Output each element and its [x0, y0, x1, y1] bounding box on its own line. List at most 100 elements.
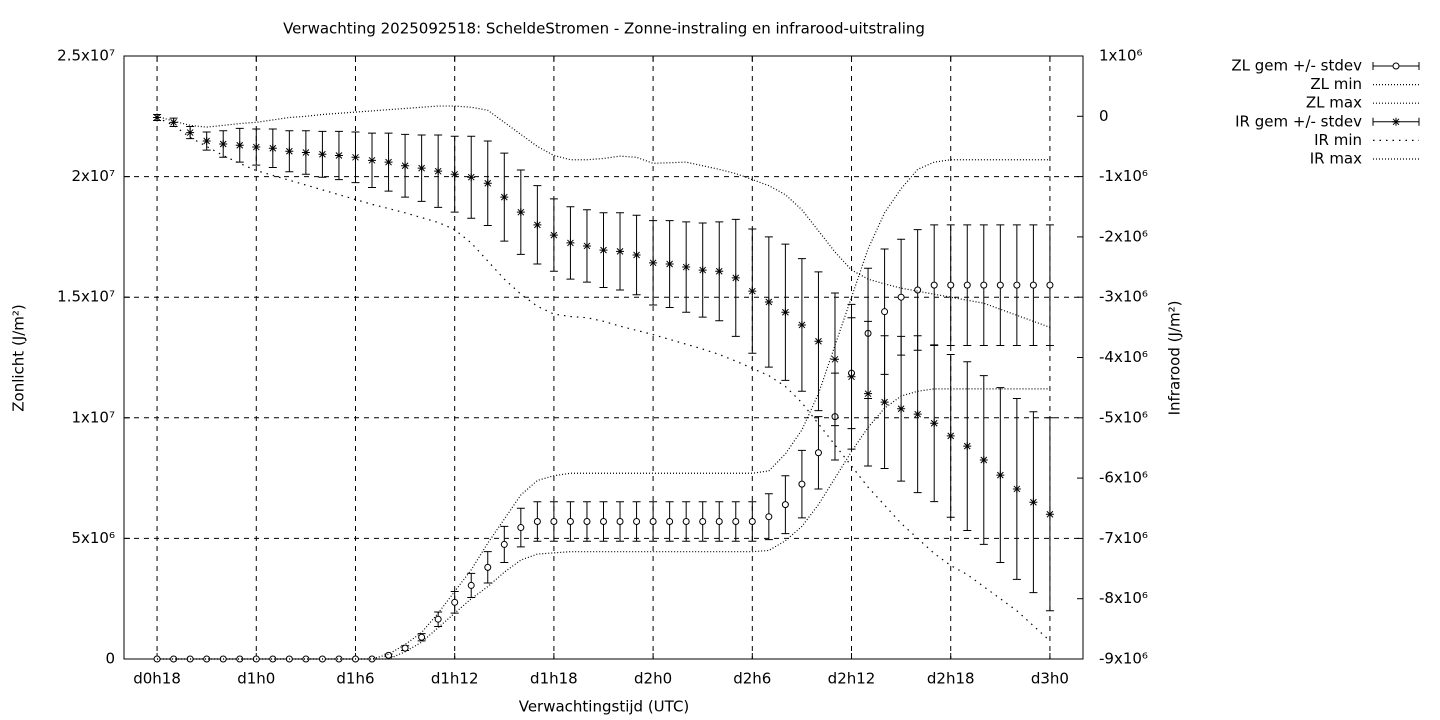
point: [732, 518, 740, 526]
point: [897, 293, 905, 301]
point: [483, 179, 492, 188]
legend-label: ZL max: [1306, 94, 1362, 112]
point: [649, 518, 657, 526]
x-tick-label: d1h6: [336, 670, 374, 688]
y2-tick-label: -5x10⁶: [1099, 408, 1148, 426]
point: [914, 286, 922, 294]
y2-tick-label: -1x10⁶: [1099, 167, 1148, 185]
y2-tick-label: -4x10⁶: [1099, 348, 1148, 366]
point: [334, 151, 343, 160]
point: [881, 308, 889, 316]
point: [781, 308, 790, 317]
chart-title: Verwachting 2025092518: ScheldeStromen -…: [283, 20, 925, 38]
point: [467, 173, 476, 182]
point: [170, 655, 178, 663]
y2-tick-label: -7x10⁶: [1099, 529, 1148, 547]
point: [318, 150, 327, 159]
y2-tick-label: -3x10⁶: [1099, 288, 1148, 306]
point: [384, 158, 393, 167]
point: [269, 655, 277, 663]
y-tick-label: 2.5x10⁷: [57, 47, 115, 65]
point: [434, 167, 443, 176]
legend-marker: [1392, 117, 1400, 126]
x-tick-label: d2h12: [828, 670, 876, 688]
point: [418, 633, 426, 641]
x-tick-label: d1h0: [237, 670, 275, 688]
x-tick-label: d2h18: [927, 670, 975, 688]
point: [864, 389, 873, 398]
y2-tick-label: -6x10⁶: [1099, 469, 1148, 487]
x-tick-label: d2h6: [733, 670, 771, 688]
x-tick-label: d1h18: [530, 670, 578, 688]
point: [897, 404, 906, 413]
point: [186, 128, 195, 137]
point: [814, 449, 822, 457]
legend-label: IR max: [1310, 150, 1362, 168]
point: [566, 518, 574, 526]
series-line: [156, 116, 1051, 642]
point: [947, 281, 955, 289]
point: [566, 238, 575, 247]
point: [979, 456, 988, 465]
point: [153, 655, 161, 663]
point: [616, 518, 624, 526]
point: [682, 263, 691, 272]
point: [1029, 498, 1038, 507]
point: [550, 518, 558, 526]
point: [830, 355, 839, 364]
point: [666, 518, 674, 526]
point: [335, 655, 343, 663]
point: [847, 372, 856, 381]
point: [153, 113, 162, 122]
y2-tick-label: -8x10⁶: [1099, 589, 1148, 607]
legend-label: ZL min: [1310, 75, 1362, 93]
point: [963, 442, 972, 451]
x-tick-label: d1h12: [431, 670, 479, 688]
point: [699, 518, 707, 526]
point: [533, 518, 541, 526]
legend-marker: [1392, 62, 1400, 70]
point: [484, 563, 492, 571]
point: [268, 144, 277, 153]
point: [235, 141, 244, 150]
point: [930, 419, 939, 428]
point: [880, 398, 889, 407]
point: [236, 655, 244, 663]
point: [649, 258, 658, 267]
y-tick-label: 1.5x10⁷: [57, 288, 115, 306]
point: [798, 480, 806, 488]
point: [682, 518, 690, 526]
point: [715, 518, 723, 526]
y-axis-label: Zonlicht (J/m²): [10, 304, 28, 412]
point: [632, 250, 641, 259]
point: [549, 231, 558, 240]
y-tick-label: 5x10⁶: [71, 529, 115, 547]
point: [219, 140, 228, 149]
y-tick-label: 0: [105, 650, 115, 668]
series-line: [156, 105, 1051, 328]
point: [516, 208, 525, 217]
point: [913, 410, 922, 419]
point: [533, 220, 542, 229]
point: [434, 615, 442, 623]
point: [1013, 281, 1021, 289]
x-axis-label: Verwachtingstijd (UTC): [519, 698, 690, 716]
point: [996, 281, 1004, 289]
point: [252, 143, 261, 152]
point: [764, 298, 773, 307]
point: [963, 281, 971, 289]
point: [599, 246, 608, 255]
point: [301, 148, 310, 157]
point: [946, 431, 955, 440]
legend-label: IR min: [1314, 131, 1362, 149]
point: [451, 598, 459, 606]
point: [582, 241, 591, 250]
point: [517, 524, 525, 532]
point: [814, 337, 823, 346]
point: [500, 193, 509, 202]
point: [996, 471, 1005, 480]
point: [169, 118, 178, 127]
y2-axis-label: Infrarood (J/m²): [1166, 301, 1184, 416]
y2-tick-label: -9x10⁶: [1099, 650, 1148, 668]
